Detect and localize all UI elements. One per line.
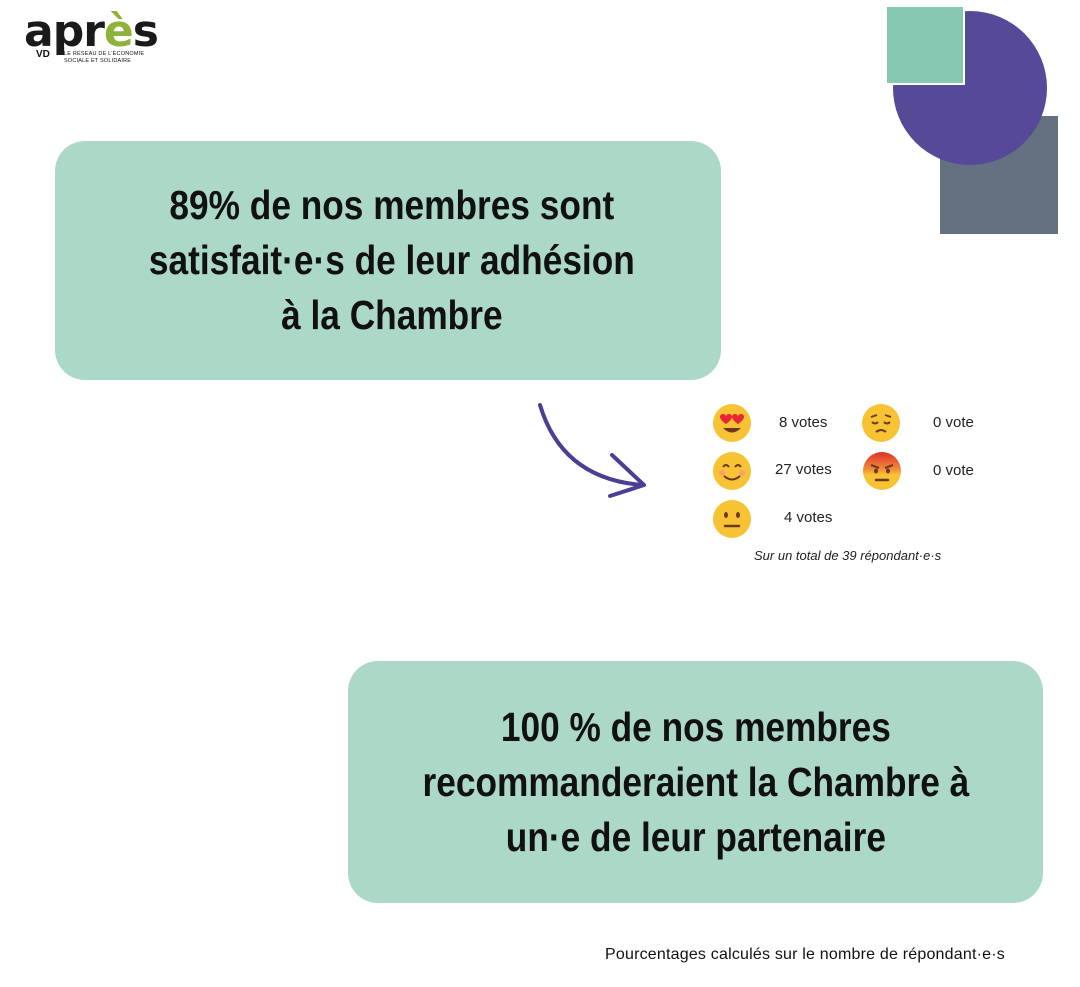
satisfaction-headline-box: 89% de nos membres sont satisfait·e·s de… bbox=[55, 141, 721, 380]
deco-green-square bbox=[885, 5, 965, 85]
recommendation-headline: 100 % de nos membres recommanderaient la… bbox=[422, 703, 969, 860]
vote-count-pensive: 0 vote bbox=[933, 414, 974, 431]
vote-count-angry: 0 vote bbox=[933, 462, 974, 479]
decorative-shapes bbox=[885, 5, 1058, 234]
angry-emoji-icon bbox=[863, 452, 901, 490]
satisfaction-headline: 89% de nos membres sont satisfait·e·s de… bbox=[149, 182, 636, 338]
logo-region: VD bbox=[36, 49, 50, 60]
neutral-emoji-icon bbox=[713, 500, 751, 538]
heart-eyes-emoji-icon bbox=[713, 404, 751, 442]
curved-arrow-icon bbox=[538, 403, 646, 498]
percentage-footnote: Pourcentages calculés sur le nombre de r… bbox=[605, 946, 1005, 963]
smiling-emoji-icon bbox=[713, 452, 751, 490]
recommendation-headline-box: 100 % de nos membres recommanderaient la… bbox=[348, 661, 1043, 903]
vote-count-smiling: 27 votes bbox=[775, 461, 832, 478]
logo-wordmark: après bbox=[24, 6, 159, 57]
vote-count-neutral: 4 votes bbox=[784, 509, 833, 526]
logo-tagline: LE RÉSEAU DE L'ÉCONOMIE SOCIALE ET SOLID… bbox=[64, 51, 145, 64]
apres-logo: après VD LE RÉSEAU DE L'ÉCONOMIE SOCIALE… bbox=[24, 10, 159, 70]
pensive-emoji-icon bbox=[862, 404, 900, 442]
total-respondents-note: Sur un total de 39 répondant·e·s bbox=[754, 548, 942, 563]
vote-count-heart-eyes: 8 votes bbox=[779, 414, 828, 431]
